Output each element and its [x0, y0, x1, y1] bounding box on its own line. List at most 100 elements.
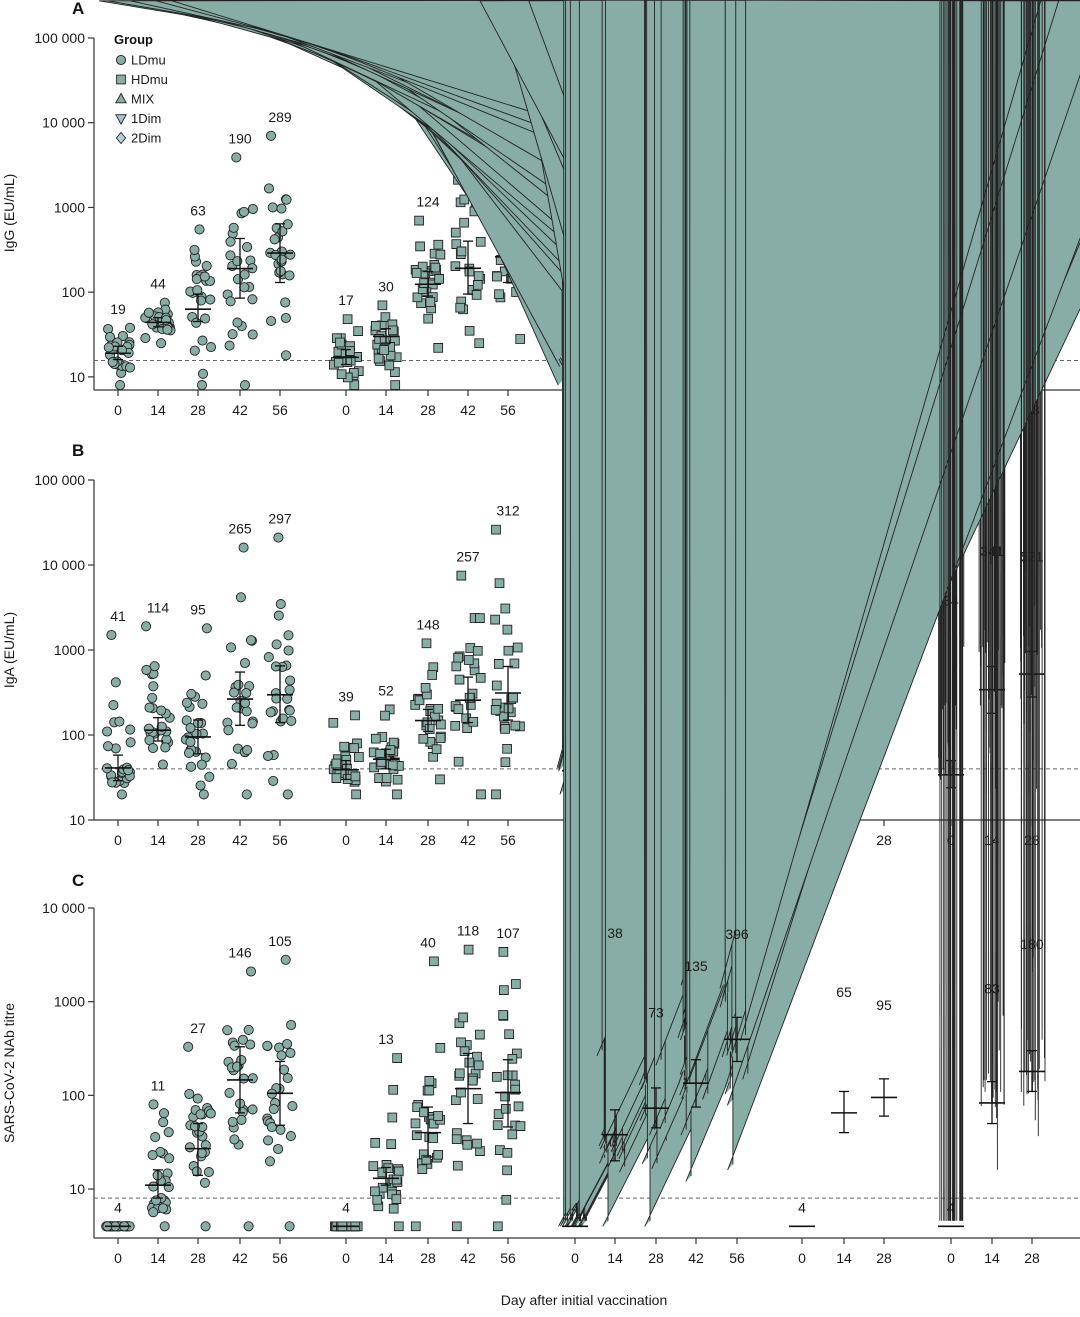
- data-point: [195, 780, 206, 791]
- x-tick-label-day-28: 28: [190, 1250, 206, 1266]
- data-point: [424, 1085, 435, 1096]
- data-point: [459, 217, 469, 228]
- data-point: [475, 1029, 485, 1040]
- data-point: [205, 342, 217, 353]
- x-tick-label-day-56: 56: [272, 832, 288, 848]
- gmt-label: 118: [457, 923, 480, 939]
- legend-marker-hdmu: [116, 74, 126, 85]
- data-point: [273, 610, 284, 621]
- data-point: [435, 1043, 446, 1053]
- data-point: [197, 335, 208, 346]
- y-tick-label: 10: [69, 812, 85, 828]
- data-point: [147, 1150, 158, 1161]
- data-point: [491, 1072, 502, 1082]
- data-point: [285, 249, 296, 260]
- data-point: [494, 578, 505, 589]
- data-point: [462, 1139, 473, 1150]
- data-point: [183, 747, 195, 758]
- data-point: [148, 1207, 159, 1218]
- data-point: [116, 789, 127, 800]
- data-point: [236, 1114, 247, 1125]
- data-point: [417, 1164, 428, 1175]
- gmt-label: 41: [110, 608, 126, 624]
- data-point: [452, 1160, 463, 1171]
- panel-letter-b: B: [72, 441, 84, 460]
- y-tick-label: 1000: [54, 994, 85, 1010]
- data-point: [124, 322, 136, 333]
- legend-marker-1dim: [115, 114, 127, 126]
- data-point: [415, 241, 425, 252]
- data-point: [228, 687, 240, 698]
- data-point: [114, 716, 125, 727]
- data-point: [278, 1064, 290, 1075]
- data-point: [379, 345, 389, 355]
- data-point: [125, 737, 136, 748]
- data-point: [468, 716, 479, 727]
- data-point: [103, 342, 114, 353]
- data-point: [427, 670, 438, 680]
- legend-label-hdmu: HDmu: [131, 72, 168, 87]
- data-point: [515, 334, 526, 344]
- data-point: [419, 278, 429, 288]
- x-tick-label-day-42: 42: [232, 1250, 248, 1266]
- data-point: [163, 1182, 174, 1193]
- gmt-label: 19: [110, 301, 126, 317]
- gmt-label: 95: [190, 601, 206, 617]
- data-point: [199, 1177, 211, 1188]
- data-point: [501, 1194, 512, 1205]
- data-point: [284, 270, 295, 281]
- data-point: [239, 380, 251, 391]
- gmt-label: 13: [378, 1031, 394, 1047]
- data-point: [463, 944, 474, 955]
- data-point: [498, 947, 509, 957]
- data-point: [498, 1010, 508, 1020]
- group-1dim: 0 4 14 65 28 95: [789, 984, 897, 1266]
- data-point: [456, 570, 467, 581]
- x-tick-label-day-28: 28: [876, 832, 892, 848]
- data-point: [150, 1132, 161, 1143]
- data-point: [502, 624, 513, 635]
- data-point: [247, 203, 258, 215]
- x-tick-label-day-14: 14: [150, 1250, 166, 1266]
- data-point: [191, 317, 202, 328]
- data-point: [271, 639, 282, 650]
- data-point: [464, 325, 475, 336]
- gmt-label: 190: [228, 130, 252, 146]
- data-point: [433, 343, 444, 353]
- data-point: [245, 966, 257, 977]
- legend-marker-mix: [115, 92, 127, 104]
- data-point: [475, 673, 486, 683]
- data-point: [433, 703, 444, 714]
- data-point: [184, 1142, 195, 1153]
- gmt-label: 38: [607, 925, 623, 941]
- data-point: [284, 1221, 295, 1232]
- y-tick-label: 100: [62, 284, 86, 300]
- data-point: [474, 338, 485, 349]
- data-point: [450, 720, 461, 731]
- data-point: [233, 679, 244, 690]
- gmt-label: 180: [1020, 936, 1044, 952]
- data-point: [472, 645, 483, 656]
- data-point: [151, 1195, 162, 1206]
- data-point: [275, 599, 286, 610]
- data-point: [205, 1108, 216, 1119]
- data-point: [473, 271, 484, 281]
- x-tick-label-day-56: 56: [500, 832, 516, 848]
- data-point: [464, 266, 475, 277]
- x-tick-label-day-42: 42: [232, 402, 248, 418]
- data-point: [158, 1108, 170, 1119]
- data-point: [515, 1121, 526, 1131]
- data-point: [280, 312, 291, 324]
- data-point: [197, 698, 208, 709]
- gmt-label: 396: [725, 926, 749, 942]
- data-point: [464, 1057, 475, 1068]
- x-tick-label-day-14: 14: [836, 1250, 852, 1266]
- group-legend: Group LDmu HDmu MIX 1Dim 2Dim: [114, 32, 168, 146]
- gmt-label: 265: [228, 521, 252, 537]
- data-point: [414, 695, 425, 706]
- y-tick-label: 1000: [54, 642, 85, 658]
- y-tick-label: 10: [69, 1181, 85, 1197]
- data-point: [102, 726, 113, 737]
- y-tick-label: 100 000: [34, 30, 85, 46]
